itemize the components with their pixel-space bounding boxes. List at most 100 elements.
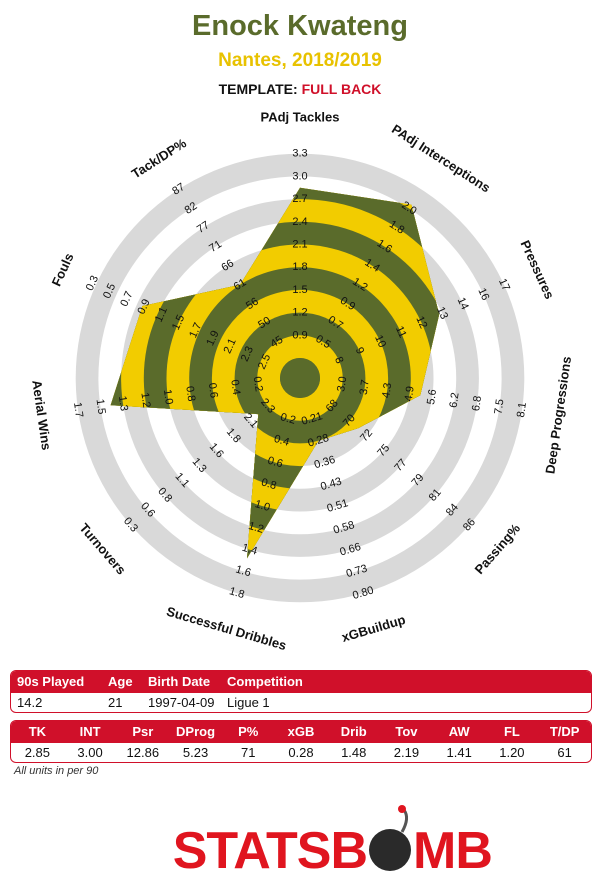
template-line: TEMPLATE: FULL BACK — [0, 81, 600, 97]
tick-label: 0.51 — [326, 497, 350, 515]
tick-label: 1.2 — [138, 392, 152, 409]
tick-label: 0.36 — [313, 454, 337, 472]
stats-value-int: 3.00 — [77, 745, 103, 760]
tick-label: 0.58 — [332, 519, 356, 537]
tick-label: 0.28 — [306, 432, 330, 450]
tick-label: 10 — [372, 333, 388, 349]
player-name: Enock Kwateng — [192, 10, 408, 42]
tick-label: 87 — [170, 181, 187, 198]
stats-value-psr: 12.86 — [126, 745, 160, 760]
tick-label: 8 — [332, 355, 345, 366]
info-competition: Ligue 1 — [227, 695, 270, 710]
tick-label: 1.2 — [247, 520, 265, 536]
info-header-competition: Competition — [227, 674, 303, 689]
info-age: 21 — [108, 695, 123, 710]
footnote: All units in per 90 — [14, 765, 99, 777]
logo-text-left: STATSB — [173, 822, 367, 875]
tick-label: 0.4 — [228, 379, 242, 396]
stats-value-fl: 1.20 — [499, 745, 525, 760]
tick-label: 4.3 — [380, 382, 394, 399]
tick-label: 2.1 — [292, 239, 307, 251]
tick-label: 0.6 — [206, 382, 220, 399]
stats-header-drib: Drib — [340, 724, 367, 739]
tick-label: 7.5 — [492, 398, 506, 415]
tick-label: 77 — [195, 219, 212, 236]
stats-header-xgb: xGB — [287, 724, 315, 739]
tick-label: 0.5 — [101, 282, 118, 301]
tick-label: 1.5 — [93, 398, 107, 415]
stats-header-dprog: DProg — [176, 724, 216, 739]
info-value-row: 14.2 21 1997-04-09 Ligue 1 — [11, 693, 591, 712]
info-header-age: Age — [108, 674, 133, 689]
tick-label: 0.8 — [260, 476, 278, 492]
tick-label: 4.9 — [403, 385, 417, 402]
tick-label: 6.2 — [448, 392, 462, 409]
tick-label: 3.0 — [335, 376, 349, 393]
info-birth: 1997-04-09 — [148, 695, 215, 710]
info-header-row: 90s Played Age Birth Date Competition — [11, 671, 591, 693]
tick-label: 1.7 — [187, 321, 204, 340]
stats-value-tk: 2.85 — [24, 745, 51, 760]
tick-label: 1.7 — [71, 401, 85, 418]
stats-value-row: 2.85 3.00 12.86 5.23 71 0.28 1.48 2.19 1.41 1.20 6… — [11, 743, 591, 762]
tick-label: 5.6 — [425, 389, 439, 406]
tick-label: 0.66 — [338, 541, 362, 559]
tick-label: 1.5 — [170, 313, 187, 332]
tick-label: 8.1 — [515, 401, 529, 418]
stats-value-drib: 1.48 — [341, 745, 367, 760]
axis-label: Aerial Wins — [29, 379, 54, 451]
tick-label: 0.2 — [251, 376, 265, 393]
tick-label: 0.73 — [345, 563, 369, 581]
bomb-icon — [369, 805, 411, 871]
tick-label: 1.9 — [204, 329, 221, 348]
tick-label: 3.3 — [292, 148, 307, 160]
tick-label: 0.80 — [351, 584, 375, 602]
axis-label: PAdj Tackles — [261, 110, 340, 125]
tick-label: 82 — [183, 200, 200, 217]
radar-chart: 0.91.21.51.82.12.42.73.03.30.50.70.91.21… — [29, 110, 574, 654]
info-header-played: 90s Played — [17, 674, 85, 689]
tick-label: 0.4 — [273, 433, 291, 449]
stats-header-fl: FL — [503, 724, 520, 739]
tick-label: 50 — [256, 315, 273, 332]
tick-label: 1.0 — [253, 498, 271, 514]
tick-label: 3.0 — [292, 170, 307, 182]
tick-label: 1.4 — [241, 542, 259, 558]
tick-label: 0.8 — [183, 385, 197, 402]
logo-text-right: MB — [413, 822, 492, 875]
tick-label: 1.0 — [161, 389, 175, 406]
stats-value-tdp: 61 — [557, 745, 572, 760]
stats-value-dprog: 5.23 — [182, 745, 209, 760]
tick-label: 2.1 — [222, 337, 239, 356]
stats-header-tdp: T/DP — [549, 724, 580, 739]
tick-label: 71 — [207, 238, 224, 255]
tick-labels: 0.91.21.51.82.12.42.73.03.30.50.70.91.21… — [71, 148, 529, 602]
tick-label: 6.8 — [470, 395, 484, 412]
tick-label: 1.2 — [292, 307, 307, 319]
tick-label: 1.3 — [116, 395, 130, 412]
tick-label: 12 — [413, 314, 429, 330]
stats-header-tov: Tov — [395, 724, 418, 739]
tick-label: 2.5 — [256, 352, 273, 371]
tick-label: 66 — [219, 257, 236, 274]
tick-label: 0.7 — [118, 290, 135, 309]
info-played: 14.2 — [17, 695, 43, 710]
stats-header-tk: TK — [28, 724, 47, 739]
tick-label: 0.2 — [279, 411, 297, 427]
tick-label: 0.3 — [84, 274, 101, 293]
tick-label: 2.4 — [292, 216, 307, 228]
tick-label: 1.1 — [153, 305, 170, 324]
tick-label: 0.43 — [319, 476, 343, 494]
tick-label: 14 — [455, 296, 471, 312]
stats-table: TK INT Psr DProg P% xGB Drib Tov AW FL T/DP 2.85 3.… — [10, 720, 592, 763]
tick-label: 2.7 — [292, 193, 307, 205]
info-header-birth: Birth Date — [148, 674, 211, 689]
player-info-table: 90s Played Age Birth Date Competition 14… — [10, 670, 592, 713]
team-season: Nantes, 2018/2019 — [218, 50, 382, 71]
tick-label: 9 — [353, 346, 366, 357]
tick-label: 0.6 — [266, 455, 284, 471]
tick-label: 0.9 — [292, 329, 307, 341]
tick-label: 17 — [496, 277, 512, 293]
tick-label: 56 — [244, 296, 261, 313]
tick-label: 1.6 — [234, 563, 252, 579]
